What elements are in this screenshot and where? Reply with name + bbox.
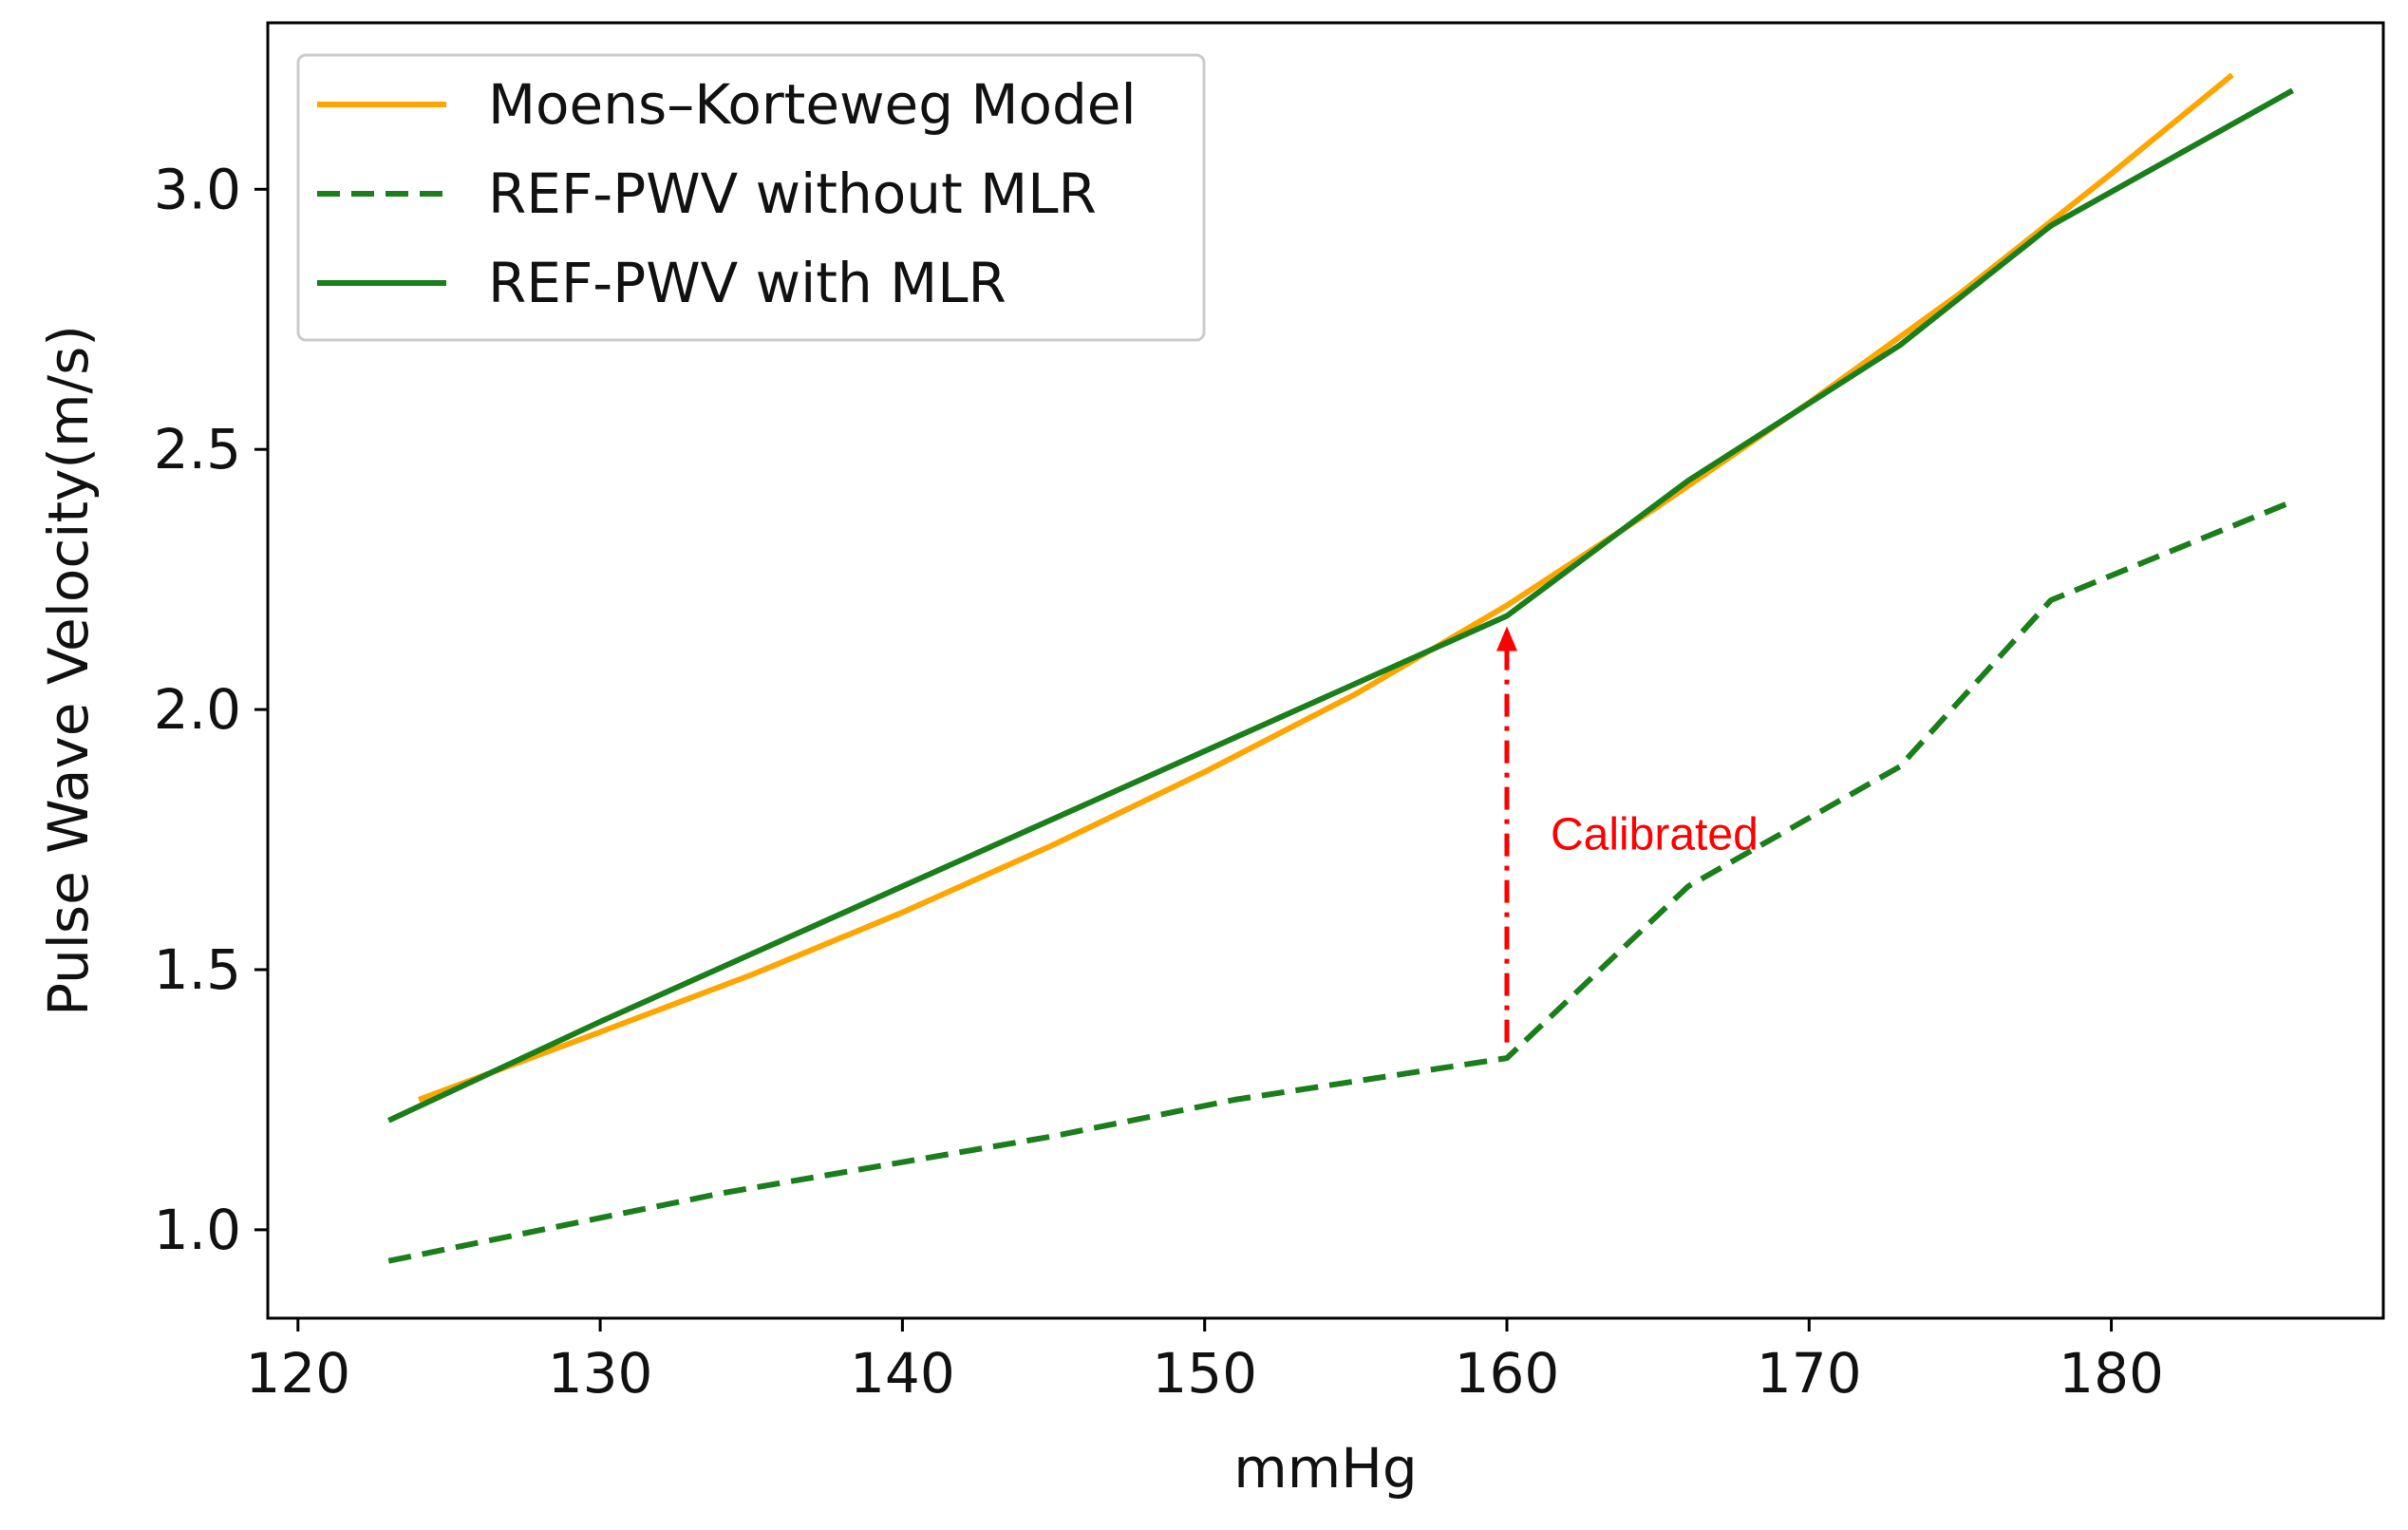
plot-area bbox=[387, 72, 2294, 1264]
x-tick-label: 150 bbox=[1152, 1341, 1257, 1406]
axis-ticks: 120 130 140 150 160 170 180 1.0 1.5 2.0 2.5 3.0 bbox=[154, 157, 2164, 1406]
x-tick-label: 120 bbox=[245, 1341, 350, 1406]
x-tick-label: 170 bbox=[1757, 1341, 1862, 1406]
y-tick-label: 1.5 bbox=[154, 937, 241, 1002]
x-tick-label: 130 bbox=[548, 1341, 653, 1406]
y-tick-label: 3.0 bbox=[154, 157, 241, 221]
x-tick-label: 140 bbox=[850, 1341, 955, 1406]
series-line-ref-pwv-without-mlr bbox=[387, 499, 2294, 1264]
y-axis-label: Pulse Wave Velocity(m/s) bbox=[36, 325, 101, 1016]
legend: Moens–Korteweg Model REF-PWV without MLR… bbox=[296, 53, 1206, 342]
plot-frame bbox=[266, 21, 2385, 1320]
x-axis-label: mmHg bbox=[1233, 1436, 1417, 1501]
y-tick-label: 1.0 bbox=[154, 1198, 241, 1262]
x-tick-label: 160 bbox=[1455, 1341, 1560, 1406]
y-tick-label: 2.0 bbox=[154, 677, 241, 742]
x-tick-label: 180 bbox=[2059, 1341, 2164, 1406]
annotation-arrow-head bbox=[1496, 626, 1517, 652]
series-line-ref-pwv-with-mlr bbox=[387, 87, 2294, 1124]
annotation-label: Calibrated bbox=[1551, 810, 1759, 860]
annotation: Calibrated bbox=[1496, 626, 1759, 1043]
legend-label-ref-pwv-with-mlr: REF-PWV with MLR bbox=[488, 251, 1006, 315]
y-tick-label: 2.5 bbox=[154, 417, 241, 482]
legend-label-ref-pwv-without-mlr: REF-PWV without MLR bbox=[488, 161, 1097, 226]
series-line-moens-korteweg bbox=[418, 72, 2234, 1103]
legend-label-moens-korteweg: Moens–Korteweg Model bbox=[488, 72, 1137, 137]
legend-box bbox=[296, 53, 1206, 342]
